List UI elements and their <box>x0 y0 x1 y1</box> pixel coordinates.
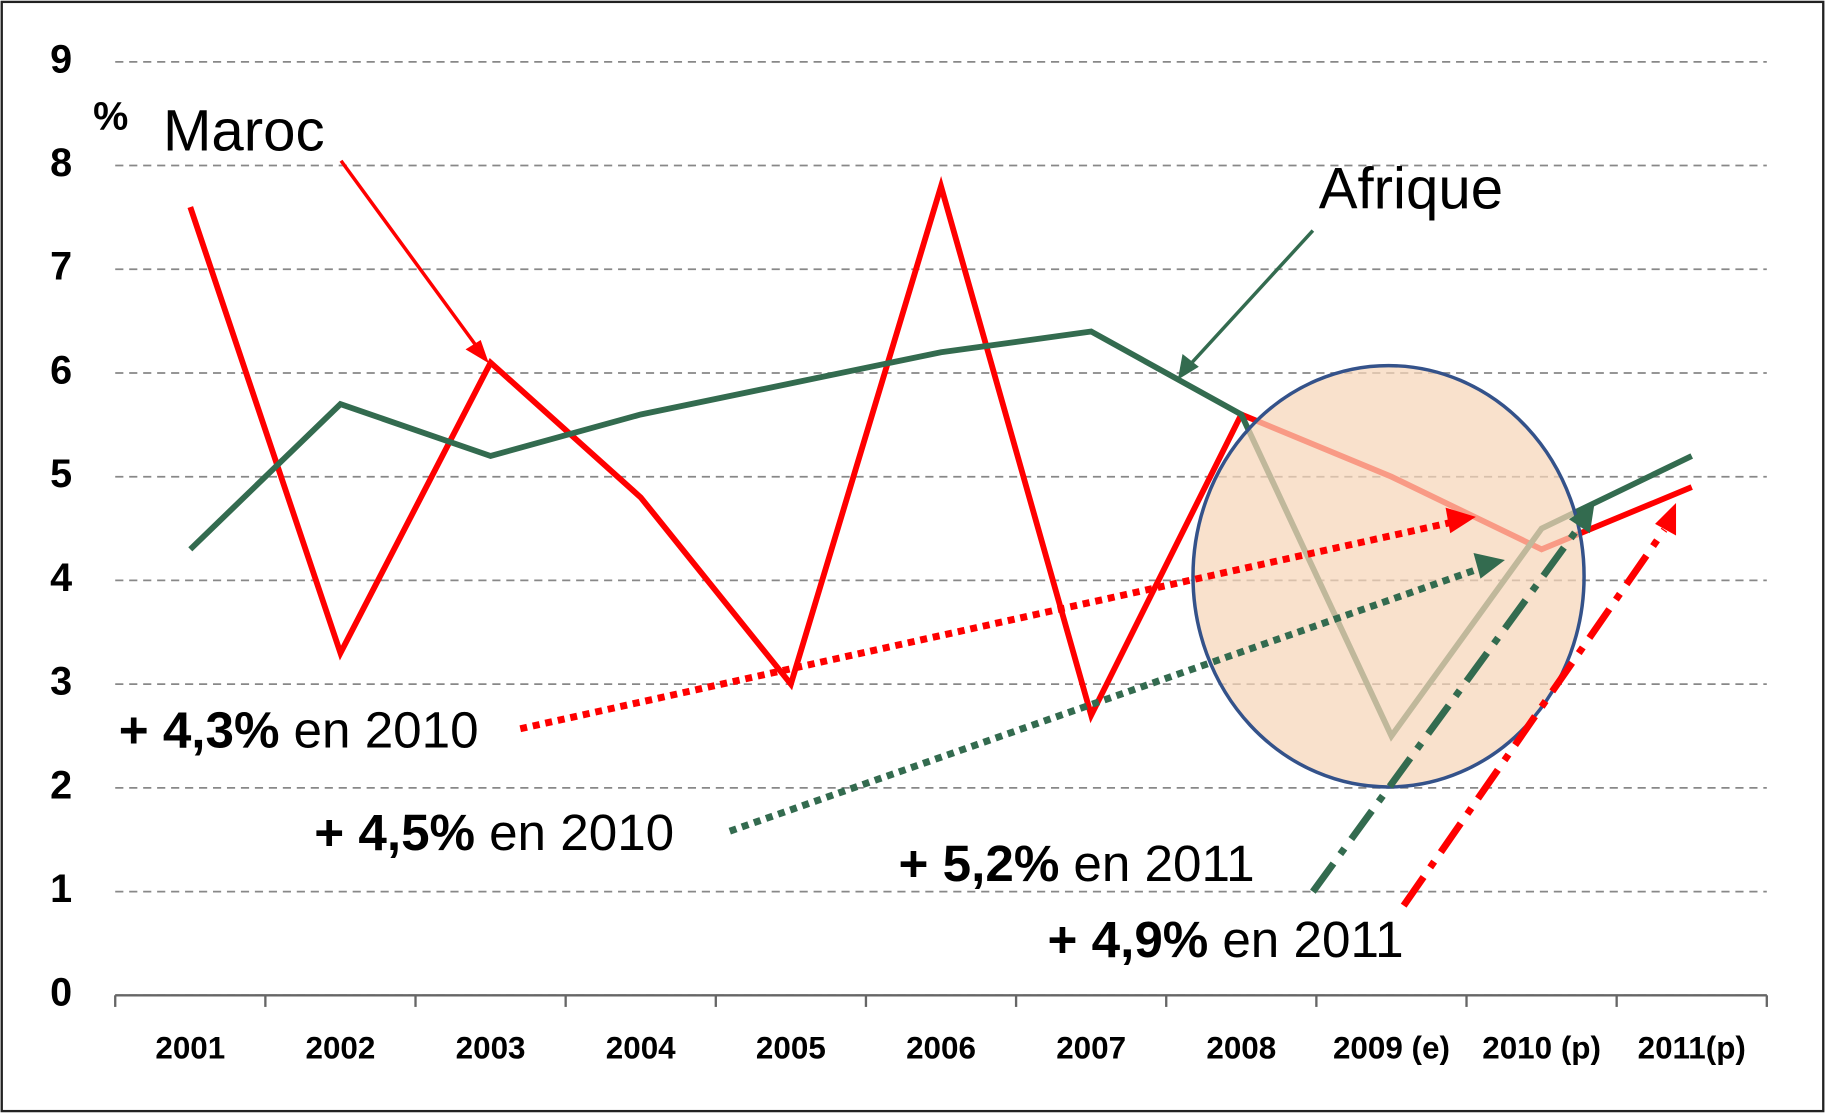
arrow-head <box>1568 502 1595 534</box>
x-tick-label: 2007 <box>1056 1030 1126 1065</box>
annotation: + 4,5% en 2010 <box>314 803 674 860</box>
arrow <box>728 563 1486 835</box>
annotation-value: + 5,2% <box>899 835 1060 892</box>
series-label: Afrique <box>1319 157 1503 222</box>
y-tick-label: 6 <box>50 348 72 392</box>
annotation-text: en 2011 <box>1222 910 1403 967</box>
x-tick-label: 2002 <box>306 1030 376 1065</box>
y-tick-label: 4 <box>50 556 72 600</box>
x-tick-label: 2004 <box>606 1030 676 1065</box>
arrow-head <box>1177 353 1199 380</box>
y-tick-label: 5 <box>50 452 72 496</box>
unit-label: % <box>93 94 128 138</box>
annotation-text: en 2010 <box>294 701 479 758</box>
y-tick-label: 7 <box>50 245 72 289</box>
annotation-value: + 4,5% <box>314 803 475 860</box>
arrow <box>339 159 485 357</box>
annotation: + 5,2% en 2011 <box>899 835 1255 892</box>
arrow-head <box>1655 502 1677 536</box>
annotation: + 4,9% en 2011 <box>1048 910 1404 967</box>
y-tick-label: 3 <box>50 660 72 704</box>
annotation-value: + 4,3% <box>119 701 280 758</box>
x-tick-label: 2006 <box>906 1030 976 1065</box>
x-tick-label: 2011(p) <box>1638 1030 1746 1065</box>
arrow <box>1310 519 1586 894</box>
x-tick-label: 2010 (p) <box>1482 1030 1601 1065</box>
arrows <box>339 159 1677 908</box>
y-tick-label: 1 <box>50 867 72 911</box>
annotation: + 4,3% en 2010 <box>119 701 479 758</box>
annotation-text: en 2010 <box>489 803 674 860</box>
arrow-head <box>1473 553 1505 579</box>
y-tick-label: 2 <box>50 763 72 807</box>
arrow-head <box>1445 507 1476 534</box>
y-tick-label: 0 <box>50 971 72 1015</box>
highlight-circle <box>1191 363 1586 789</box>
x-tick-label: 2001 <box>155 1030 225 1065</box>
arrow-head <box>465 340 489 364</box>
x-tick-label: 2008 <box>1206 1030 1276 1065</box>
annotation-text: en 2011 <box>1073 835 1254 892</box>
arrow <box>1183 229 1315 372</box>
x-tick-label: 2003 <box>456 1030 526 1065</box>
x-tick-label: 2005 <box>756 1030 826 1065</box>
y-tick-label: 8 <box>50 141 72 185</box>
arrow <box>519 518 1456 733</box>
y-tick-label: 9 <box>50 37 72 81</box>
series-label: Maroc <box>163 99 325 164</box>
x-tick-label: 2009 (e) <box>1333 1030 1450 1065</box>
arrow <box>1400 527 1668 908</box>
annotation-value: + 4,9% <box>1048 910 1209 967</box>
